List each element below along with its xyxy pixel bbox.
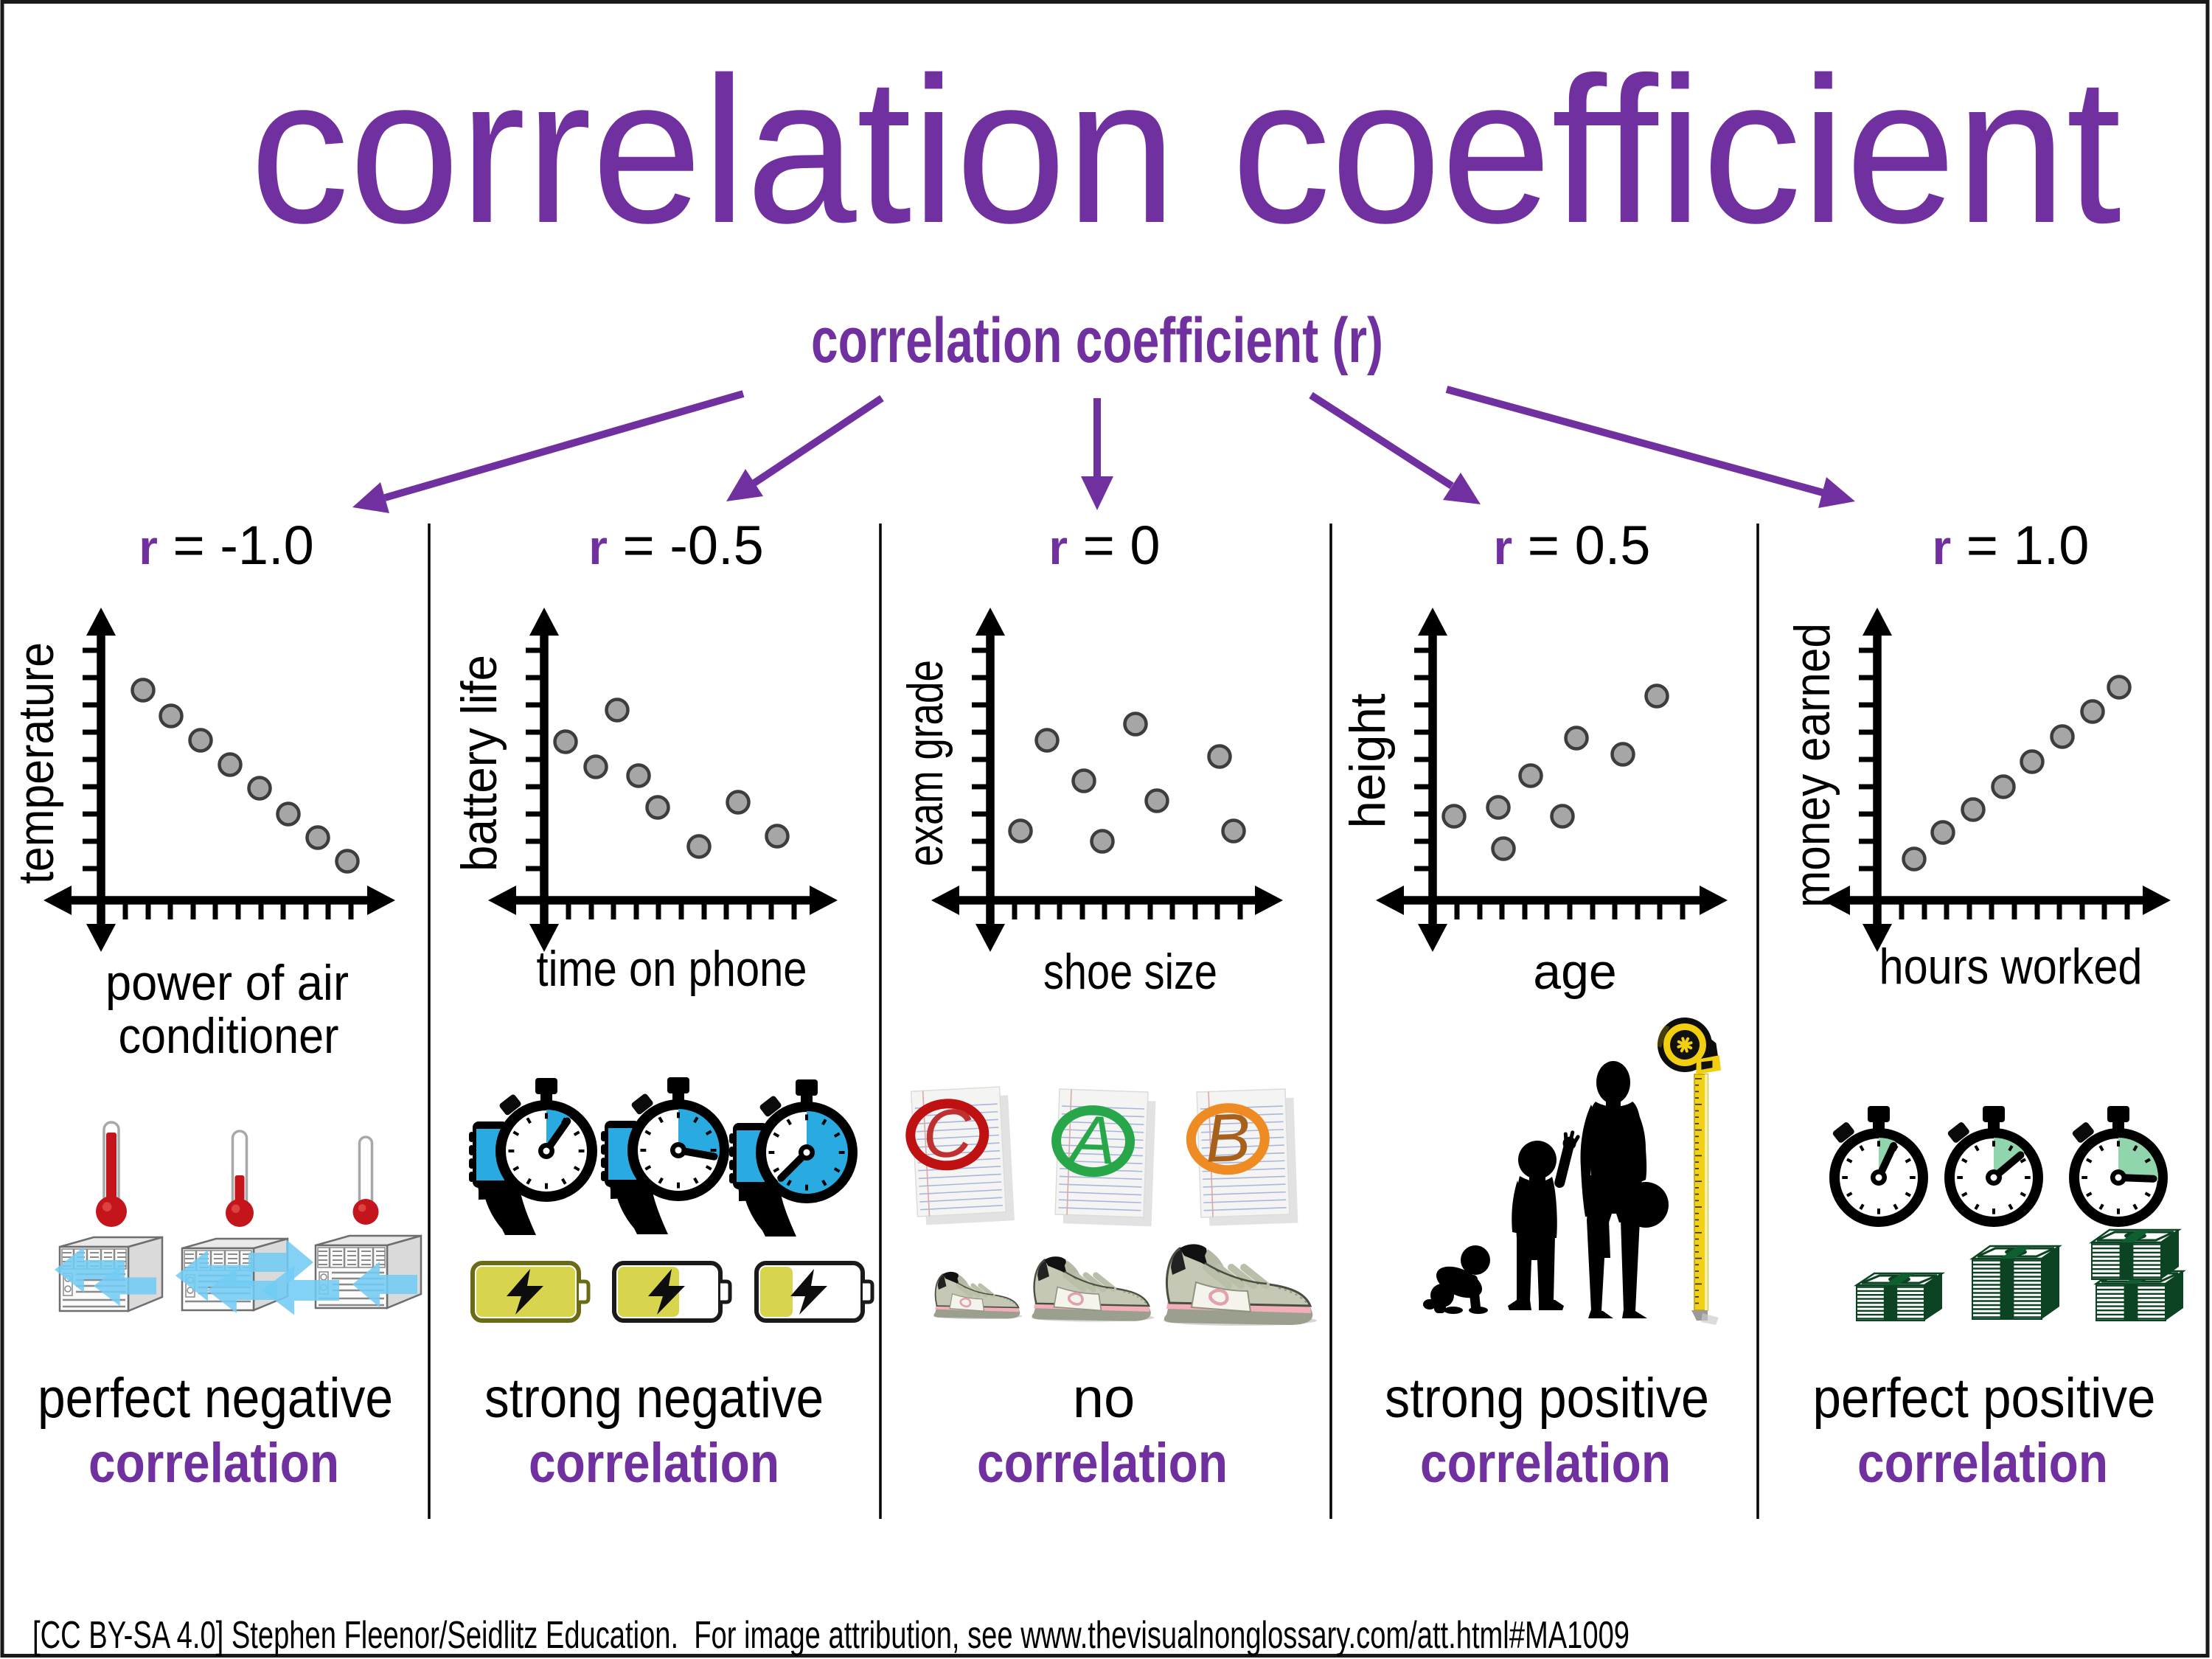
svg-text:A: A [1065, 1102, 1117, 1178]
svg-text:power of air: power of air [105, 955, 349, 1011]
svg-text:r = -0.5: r = -0.5 [588, 515, 764, 576]
svg-text:height: height [1340, 693, 1396, 828]
svg-text:strong negative: strong negative [484, 1367, 824, 1430]
svg-text:r = 0.5: r = 0.5 [1494, 515, 1651, 576]
svg-text:age: age [1533, 944, 1616, 1000]
svg-text:hours worked: hours worked [1879, 939, 2143, 995]
svg-text:strong positive: strong positive [1385, 1367, 1709, 1430]
svg-text:[CC BY-SA 4.0] Stephen Fleenor: [CC BY-SA 4.0] Stephen Fleenor/Seidlitz … [32, 1614, 1630, 1657]
svg-text:C: C [921, 1095, 974, 1172]
svg-text:correlation: correlation [1420, 1432, 1671, 1495]
svg-text:correlation: correlation [88, 1432, 339, 1495]
svg-text:time on phone: time on phone [537, 941, 807, 997]
svg-text:r = 0: r = 0 [1048, 515, 1160, 576]
svg-text:correlation coefficient (r): correlation coefficient (r) [811, 305, 1383, 376]
svg-text:shoe size: shoe size [1043, 944, 1217, 1000]
svg-text:no: no [1073, 1367, 1135, 1430]
svg-text:battery life: battery life [451, 655, 507, 872]
svg-text:temperature: temperature [8, 642, 64, 884]
svg-text:r = 1.0: r = 1.0 [1933, 515, 2090, 576]
svg-text:correlation: correlation [1857, 1432, 2108, 1495]
svg-text:correlation coefficient: correlation coefficient [250, 34, 2122, 266]
svg-text:conditioner: conditioner [119, 1008, 339, 1064]
svg-text:money earned: money earned [1784, 623, 1840, 908]
svg-text:B: B [1204, 1100, 1252, 1177]
svg-text:exam grade: exam grade [897, 660, 953, 866]
svg-text:perfect negative: perfect negative [38, 1367, 393, 1430]
svg-text:correlation: correlation [529, 1432, 779, 1495]
svg-text:perfect positive: perfect positive [1813, 1367, 2156, 1430]
svg-text:r = -1.0: r = -1.0 [139, 515, 314, 576]
svg-text:correlation: correlation [977, 1432, 1228, 1495]
